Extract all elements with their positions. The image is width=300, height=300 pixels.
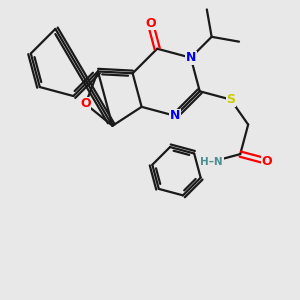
Text: N: N	[170, 109, 180, 122]
Text: H–N: H–N	[200, 157, 223, 167]
Text: N: N	[186, 51, 196, 64]
Text: S: S	[226, 93, 235, 106]
Text: O: O	[80, 98, 91, 110]
Text: O: O	[262, 155, 272, 168]
Text: O: O	[145, 16, 156, 30]
